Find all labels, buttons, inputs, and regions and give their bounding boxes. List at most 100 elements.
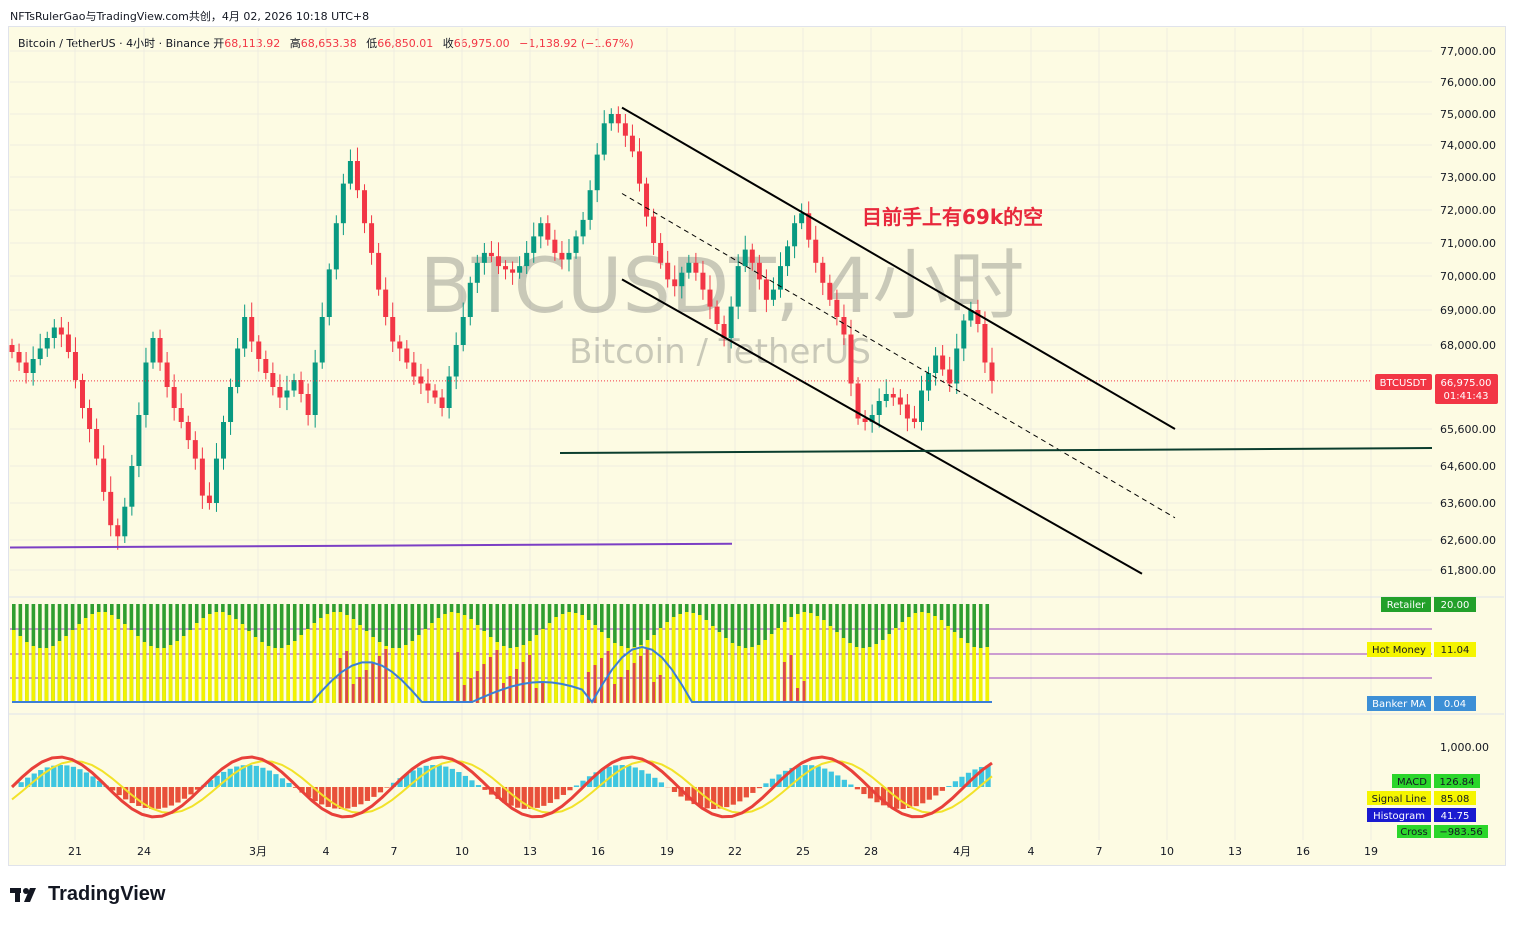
macd-hist-bar <box>123 787 129 800</box>
hotmoney-bar <box>502 646 506 703</box>
macd-hist-bar <box>188 787 194 795</box>
candle-body <box>869 415 875 422</box>
hotmoney-bar <box>266 646 271 703</box>
hotmoney-bar <box>717 632 722 703</box>
hotmoney-bar <box>142 642 147 703</box>
hotmoney-bar <box>57 641 62 703</box>
hotmoney-bar <box>750 647 754 703</box>
time-tick-label: 25 <box>796 845 810 858</box>
candle-body <box>37 348 43 359</box>
candle-body <box>749 249 755 263</box>
macd-hist-bar <box>802 765 808 787</box>
candle-body <box>284 390 290 398</box>
price-axis: 77,000.00 76,000.00 75,000.00 74,000.00 73,0… <box>1440 45 1496 577</box>
macd-hist-bar <box>475 785 482 787</box>
candle-body <box>58 327 64 335</box>
candle-body <box>305 394 311 415</box>
banker-bar <box>593 665 597 703</box>
hotmoney-bar <box>44 648 49 703</box>
macd-hist-bar <box>619 765 625 787</box>
candle-body <box>876 401 882 415</box>
time-tick-label: 13 <box>523 845 537 858</box>
macd-hist-bar <box>521 787 527 809</box>
hotmoney-label: Hot Money <box>1372 645 1426 656</box>
candlestick-series <box>9 106 1372 550</box>
hotmoney-bar <box>652 635 656 703</box>
candle-body <box>707 289 713 307</box>
macd-hist-bar <box>312 787 318 802</box>
hotmoney-bar <box>103 612 108 703</box>
candle-body <box>326 269 332 317</box>
time-tick-label: 10 <box>1160 845 1174 858</box>
hotmoney-bar <box>234 619 238 703</box>
time-tick-label: 3月 <box>249 845 267 858</box>
banker-bar <box>796 688 799 703</box>
macd-hist-bar <box>364 787 371 801</box>
hotmoney-bar <box>580 615 584 703</box>
candle-body <box>249 317 255 342</box>
hotmoney-bar <box>822 620 826 703</box>
candle-body <box>453 345 459 377</box>
banker-bar <box>619 677 623 703</box>
hotmoney-bar <box>194 623 199 703</box>
candle-body <box>636 151 642 184</box>
macd-hist-bar <box>306 787 312 798</box>
hotmoney-bar <box>711 626 715 703</box>
last-price-tag: BTCUSDT 66,975.00 01:41:43 <box>1375 374 1498 404</box>
hotmoney-bar <box>678 614 682 703</box>
hotmoney-bar <box>123 624 127 703</box>
macd-line <box>10 755 993 819</box>
candle-body <box>848 334 854 384</box>
candle-body <box>199 458 205 496</box>
hotmoney-bar <box>724 638 728 703</box>
retailer-label: Retailer <box>1387 600 1426 611</box>
candle-body <box>629 135 635 152</box>
high-label: 高 <box>289 37 301 50</box>
trend-drawings <box>9 106 1433 575</box>
hotmoney-bar <box>364 631 369 703</box>
channel-lower-line <box>621 278 1143 575</box>
symbol-name[interactable]: Bitcoin / TetherUS · 4小时 · Binance <box>18 37 210 50</box>
macd-hist-bar <box>900 787 906 809</box>
macd-hist-bar <box>913 787 919 807</box>
candle-body <box>897 397 903 405</box>
macd-hist-bar <box>985 765 991 787</box>
macd-hist-bar <box>854 787 861 790</box>
hotmoney-bar <box>12 630 16 703</box>
candle-body <box>777 266 783 290</box>
candle-body <box>517 266 523 273</box>
banker-bar <box>789 655 793 703</box>
macd-hist-bar <box>142 787 148 808</box>
hotmoney-bar <box>658 628 663 703</box>
macd-hist-bar <box>371 787 377 797</box>
macd-hist-bar <box>325 787 331 807</box>
banker-bar <box>482 664 486 703</box>
candle-body <box>538 223 544 237</box>
candle-body <box>785 246 791 267</box>
hotmoney-bar <box>854 647 859 703</box>
macd-hist-bar <box>652 777 658 787</box>
macd-hist-bar <box>155 787 161 809</box>
candle-body <box>510 269 516 273</box>
candle-body <box>982 324 988 363</box>
hotmoney-bar <box>933 616 937 703</box>
price-tick-label: 68,000.00 <box>1440 339 1496 352</box>
candle-body <box>763 279 769 300</box>
hotmoney-bar <box>965 643 970 703</box>
hotmoney-bar <box>110 615 114 703</box>
candle-body <box>94 429 100 459</box>
candle-body <box>340 183 346 224</box>
macd-hist-bar <box>110 787 116 791</box>
hotmoney-bar <box>286 645 290 703</box>
candle-body <box>954 348 960 384</box>
banker-bar <box>358 677 362 703</box>
hotmoney-bar <box>926 613 931 703</box>
macd-hist-bar <box>567 787 573 791</box>
macd-hist-bar <box>965 772 972 787</box>
price-tick-label: 75,000.00 <box>1440 108 1496 121</box>
time-tick-label: 21 <box>68 845 82 858</box>
hotmoney-bar <box>952 632 957 703</box>
watermark-main: BTCUSDT, 4小时 <box>420 241 1025 330</box>
tradingview-logo[interactable]: TradingView <box>10 883 165 906</box>
